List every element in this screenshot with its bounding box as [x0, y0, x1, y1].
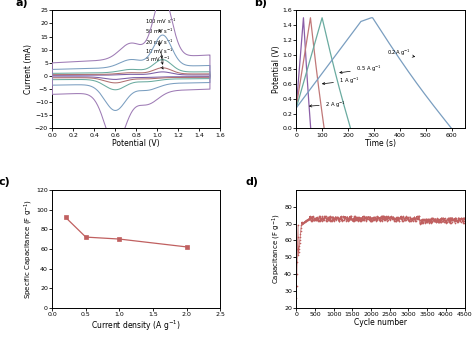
- X-axis label: Current density (A g$^{-1}$): Current density (A g$^{-1}$): [91, 319, 181, 333]
- Text: d): d): [246, 177, 259, 187]
- Text: c): c): [0, 177, 10, 187]
- Text: 5 mV s$^{-1}$: 5 mV s$^{-1}$: [145, 54, 170, 69]
- Text: 20 mV s$^{-1}$: 20 mV s$^{-1}$: [145, 37, 173, 58]
- Text: 1 A g$^{-1}$: 1 A g$^{-1}$: [322, 76, 360, 86]
- Text: 0.2A g$^{-1}$: 0.2A g$^{-1}$: [387, 47, 415, 58]
- Text: b): b): [254, 0, 267, 8]
- Text: 10 mV s$^{-1}$: 10 mV s$^{-1}$: [145, 47, 173, 64]
- Text: 50 mV s$^{-1}$: 50 mV s$^{-1}$: [145, 27, 173, 46]
- Y-axis label: Current (mA): Current (mA): [25, 44, 34, 94]
- X-axis label: Cycle number: Cycle number: [354, 319, 407, 328]
- Y-axis label: Potential (V): Potential (V): [272, 46, 281, 93]
- X-axis label: Potential (V): Potential (V): [112, 139, 160, 148]
- Text: 100 mV s$^{-1}$: 100 mV s$^{-1}$: [145, 16, 177, 32]
- Text: a): a): [15, 0, 28, 8]
- Y-axis label: Specific Capacitance (F g$^{-1}$): Specific Capacitance (F g$^{-1}$): [23, 199, 35, 299]
- Text: 0.5 A g$^{-1}$: 0.5 A g$^{-1}$: [340, 64, 382, 74]
- X-axis label: Time (s): Time (s): [365, 139, 396, 148]
- Text: 2 A g$^{-1}$: 2 A g$^{-1}$: [310, 99, 346, 110]
- Y-axis label: Capacitance (F g$^{-1}$): Capacitance (F g$^{-1}$): [271, 213, 283, 284]
